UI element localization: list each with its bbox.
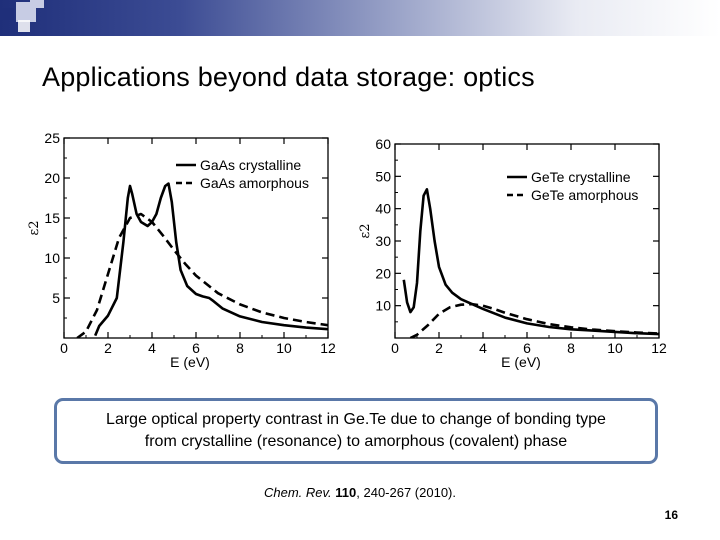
chart-0-y-tick-label: 25: [44, 130, 60, 146]
callout-line-2: from crystalline (resonance) to amorphou…: [144, 433, 568, 450]
chart-0-x-tick-label: 8: [236, 340, 244, 356]
chart-0-y-tick-label: 10: [44, 250, 60, 266]
callout-box: Large optical property contrast in Ge.Te…: [54, 398, 658, 464]
chart-gaas: 0 2 4 6 8 10 12 5 10 15 20 25 E (eV) ε2 GaAs crystalli…: [27, 130, 336, 370]
chart-1-y-tick-label: 10: [375, 298, 391, 314]
chart-0-y-tick-label: 20: [44, 170, 60, 186]
chart-0-legend: [172, 154, 322, 194]
chart-1-y-axis-label: ε2: [358, 223, 373, 238]
chart-0-x-tick-label: 10: [276, 340, 292, 356]
chart-0-series-amorphous-line: [76, 212, 328, 338]
decor-square: [30, 0, 44, 8]
chart-0-legend-label: GaAs crystalline: [200, 157, 301, 173]
chart-0-series-crystalline-line: [94, 182, 328, 337]
chart-1-x-tick-label: 2: [435, 340, 443, 356]
chart-1-legend-label: GeTe crystalline: [531, 169, 631, 185]
chart-1-series-amorphous-line: [409, 302, 659, 338]
chart-1-legend: [503, 166, 653, 206]
chart-0-x-axis-label: E (eV): [170, 354, 210, 370]
chart-0-x-tick-label: 0: [60, 340, 68, 356]
page-number: 16: [664, 508, 678, 522]
chart-1-series-crystalline-line: [402, 188, 659, 336]
header-band: [0, 0, 720, 36]
chart-0-y-axis-label: ε2: [27, 220, 42, 235]
slide-title: Applications beyond data storage: optics: [42, 62, 535, 92]
chart-1-x-tick-label: 6: [523, 340, 531, 356]
chart-0-x-tick-label: 12: [320, 340, 336, 356]
chart-1-legend-label: GeTe amorphous: [531, 187, 638, 203]
decor-square: [18, 20, 30, 32]
chart-1-x-tick-label: 10: [607, 340, 623, 356]
callout-line-1: Large optical property contrast in Ge.Te…: [106, 411, 606, 428]
chart-0-legend-label: GaAs amorphous: [200, 175, 309, 191]
chart-0-y-tick-label: 15: [44, 210, 60, 226]
chart-1-x-tick-label: 0: [391, 340, 399, 356]
citation-journal: Chem. Rev.: [263, 485, 332, 500]
citation: Chem. Rev. 110, 240-267 (2010).: [0, 485, 720, 500]
chart-0-x-tick-label: 2: [104, 340, 112, 356]
citation-volume: 110: [335, 485, 357, 500]
chart-1-y-tick-label: 50: [375, 168, 391, 184]
chart-1-x-tick-label: 12: [651, 340, 667, 356]
chart-0-x-tick-label: 6: [192, 340, 200, 356]
decor-square: [2, 8, 14, 20]
chart-1-y-tick-label: 20: [375, 265, 391, 281]
chart-1-x-tick-label: 8: [567, 340, 575, 356]
chart-1-y-tick-label: 40: [375, 201, 391, 217]
chart-1-y-tick-label: 30: [375, 233, 391, 249]
chart-0-y-tick-label: 5: [52, 290, 60, 306]
chart-0-x-tick-label: 4: [148, 340, 156, 356]
chart-gete: 0 2 4 6 8 10 12 10 20 30 40 50 60 E (eV) ε2 GeTe crysta…: [358, 136, 667, 370]
chart-1-x-axis-label: E (eV): [501, 354, 541, 370]
chart-1-y-tick-label: 60: [375, 136, 391, 152]
chart-1-x-tick-label: 4: [479, 340, 487, 356]
citation-rest: , 240-267 (2010).: [356, 485, 456, 500]
